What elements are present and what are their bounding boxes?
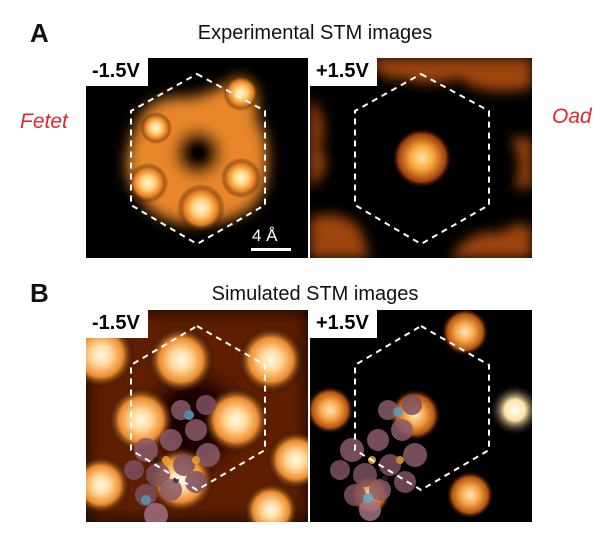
- stm-experimental-positive: +1.5V: [310, 58, 532, 258]
- stm-experimental-positive-image: [310, 58, 532, 258]
- stm-experimental-negative: -1.5V 4 Å: [86, 58, 308, 258]
- stm-simulated-negative-image: [86, 310, 308, 522]
- scale-bar: [251, 248, 291, 251]
- atomic-model-right: [330, 395, 427, 521]
- stm-simulated-positive: +1.5V: [310, 310, 532, 522]
- side-label-oad: Oad: [552, 105, 592, 128]
- stm-experimental-negative-image: [86, 58, 308, 258]
- panel-letter-b: B: [30, 278, 49, 308]
- side-label-fetet: Fetet: [20, 110, 68, 133]
- stm-simulated-positive-image: [310, 310, 532, 522]
- panel-letter-a: A: [30, 18, 49, 48]
- bias-label-b-left: -1.5V: [86, 310, 148, 338]
- panel-b-title: Simulated STM images: [211, 283, 419, 305]
- bias-label-a-right: +1.5V: [310, 58, 377, 86]
- bias-label-b-right: +1.5V: [310, 310, 377, 338]
- panel-a-title: Experimental STM images: [197, 22, 433, 44]
- stm-simulated-negative: -1.5V: [86, 310, 308, 522]
- scale-bar-label: 4 Å: [252, 226, 278, 245]
- bias-label-a-left: -1.5V: [86, 58, 148, 86]
